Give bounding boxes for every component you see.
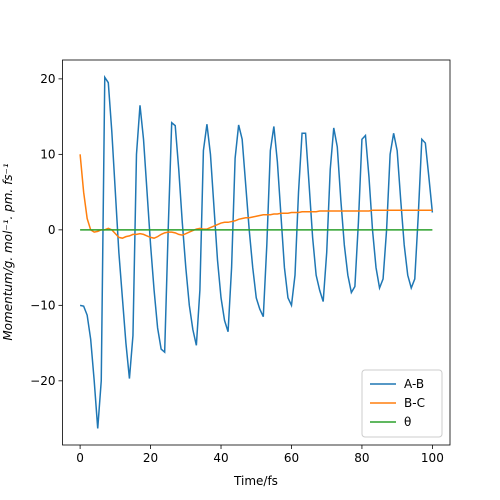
legend-label: θ [404,415,411,429]
y-tick-label: 0 [48,223,56,237]
y-tick-label: −20 [30,374,55,388]
series-line [79,74,434,429]
y-tick-label: −10 [30,298,55,312]
x-tick-label: 100 [421,451,444,465]
y-tick-label: 20 [40,72,55,86]
legend-box [361,369,443,438]
x-tick-label: 60 [284,451,299,465]
x-axis-label: Time/fs [233,474,278,488]
legend-label: A-B [404,377,424,391]
legend-label: B-C [404,396,425,410]
x-tick-label: 40 [213,451,228,465]
series-line [79,154,433,239]
y-tick-label: 10 [40,147,55,161]
x-tick-label: 80 [354,451,369,465]
legend: A-B B-C θ [361,369,443,438]
plot-frame [62,59,451,446]
y-axis-label: Momentum/g. mol⁻¹. pm. fs⁻¹ [1,163,15,341]
x-tick-label: 0 [76,451,84,465]
x-tick-label: 20 [143,451,158,465]
